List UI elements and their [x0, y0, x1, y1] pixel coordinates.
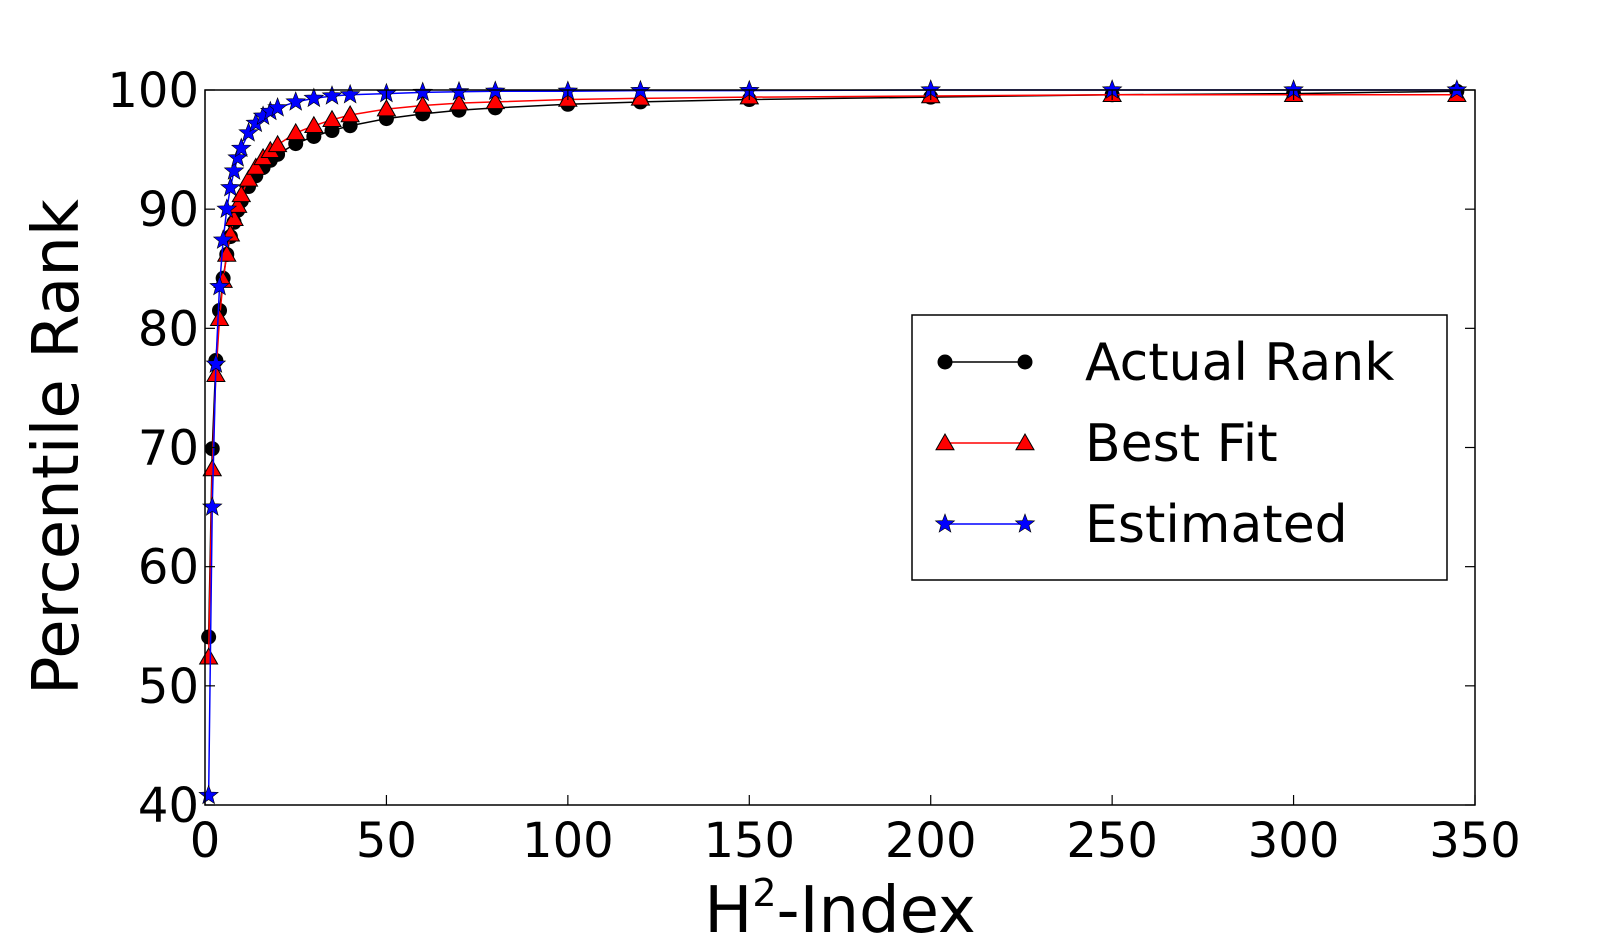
legend: Actual Rank Best Fit Estimated — [911, 314, 1448, 581]
y-tick-label: 60 — [138, 540, 199, 596]
data-point — [340, 105, 361, 123]
y-tick-label: 100 — [107, 63, 199, 119]
axis-titles: H2-Index Percentile Rank — [20, 199, 976, 940]
legend-box — [911, 314, 1448, 581]
x-tick-label: 200 — [885, 813, 977, 869]
x-tick-label: 50 — [356, 813, 417, 869]
data-point — [376, 99, 397, 117]
y-axis-title: Percentile Rank — [20, 199, 94, 695]
y-tick-label: 80 — [138, 301, 199, 357]
x-tick-label: 250 — [1066, 813, 1158, 869]
data-point — [198, 647, 219, 665]
y-tick-label: 70 — [138, 421, 199, 477]
legend-marker — [935, 432, 955, 451]
ticks-layer: 0 50 100 150 200 250 300 350 40 50 60 70 80 90 100 — [107, 63, 1520, 869]
data-point — [1446, 79, 1468, 99]
data-point — [412, 95, 433, 113]
legend-marker — [937, 354, 953, 370]
data-point — [216, 198, 238, 218]
legend-marker — [1014, 513, 1036, 533]
data-point — [220, 176, 241, 197]
y-tick-label: 90 — [138, 182, 199, 238]
data-point — [245, 157, 266, 175]
data-point — [205, 353, 227, 373]
x-tick-label: 150 — [703, 813, 795, 869]
legend-label: Actual Rank — [1085, 333, 1394, 393]
legend-entry-best-fit: Best Fit — [935, 414, 1278, 474]
data-point — [209, 275, 230, 296]
x-tick-label: 350 — [1429, 813, 1521, 869]
data-point — [321, 85, 343, 105]
data-point — [224, 208, 244, 226]
x-tick-label: 100 — [522, 813, 614, 869]
data-point — [285, 91, 307, 111]
data-point — [412, 81, 434, 102]
data-point — [202, 458, 223, 477]
legend-marker — [1017, 354, 1033, 370]
data-point — [230, 137, 252, 158]
legend-marker — [934, 513, 956, 533]
data-point — [209, 308, 230, 327]
data-point — [223, 160, 245, 180]
data-point — [238, 169, 259, 187]
data-point — [212, 229, 234, 249]
data-point — [448, 80, 470, 101]
y-tick-label: 50 — [138, 659, 199, 715]
data-point — [339, 83, 361, 104]
data-point — [238, 122, 259, 142]
legend-entry-estimated: Estimated — [934, 495, 1348, 555]
data-point — [322, 109, 342, 128]
legend-marker — [1015, 432, 1035, 451]
data-point — [267, 97, 288, 117]
data-point — [449, 93, 469, 111]
x-tick-label: 0 — [190, 813, 221, 869]
data-point — [303, 87, 325, 108]
y-tick-label: 40 — [138, 778, 199, 834]
data-point — [267, 134, 288, 153]
x-tick-label: 300 — [1248, 813, 1340, 869]
legend-label: Estimated — [1085, 495, 1348, 555]
data-point — [231, 184, 252, 203]
data-point — [303, 115, 324, 133]
legend-entry-actual-rank: Actual Rank — [937, 333, 1394, 393]
data-point — [485, 91, 506, 110]
x-axis-title: H2-Index — [704, 871, 976, 940]
legend-label: Best Fit — [1085, 414, 1278, 474]
data-point — [198, 784, 219, 805]
data-point — [285, 122, 306, 141]
